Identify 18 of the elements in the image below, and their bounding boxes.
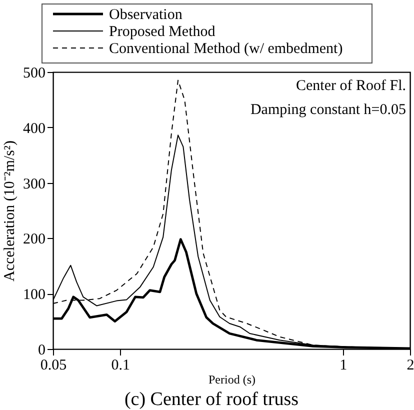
y-tick-label: 200 <box>23 232 46 248</box>
legend-label: Proposed Method <box>109 24 216 40</box>
x-tick-label: 1 <box>340 358 348 374</box>
annotation: Center of Roof Fl. <box>296 78 406 94</box>
annotation: Damping constant h=0.05 <box>250 102 406 118</box>
y-tick-label: 100 <box>23 287 46 304</box>
x-tick-label: 0.1 <box>111 358 130 374</box>
x-axis-title: Period (s) <box>208 372 256 386</box>
x-tick-label: 2 <box>406 358 414 374</box>
legend-label: Observation <box>109 7 183 23</box>
y-tick-label: 0 <box>38 342 46 358</box>
y-tick-label: 300 <box>23 176 46 192</box>
x-tick-label: 0.05 <box>40 358 67 374</box>
y-tick-label: 500 <box>23 66 46 82</box>
y-tick-label: 400 <box>23 120 46 137</box>
text: (c) Center of roof truss <box>124 389 299 410</box>
y-axis-title: Acceleration (10⁻²m/s²) <box>2 140 18 282</box>
legend-label: Conventional Method (w/ embedment) <box>109 41 343 57</box>
